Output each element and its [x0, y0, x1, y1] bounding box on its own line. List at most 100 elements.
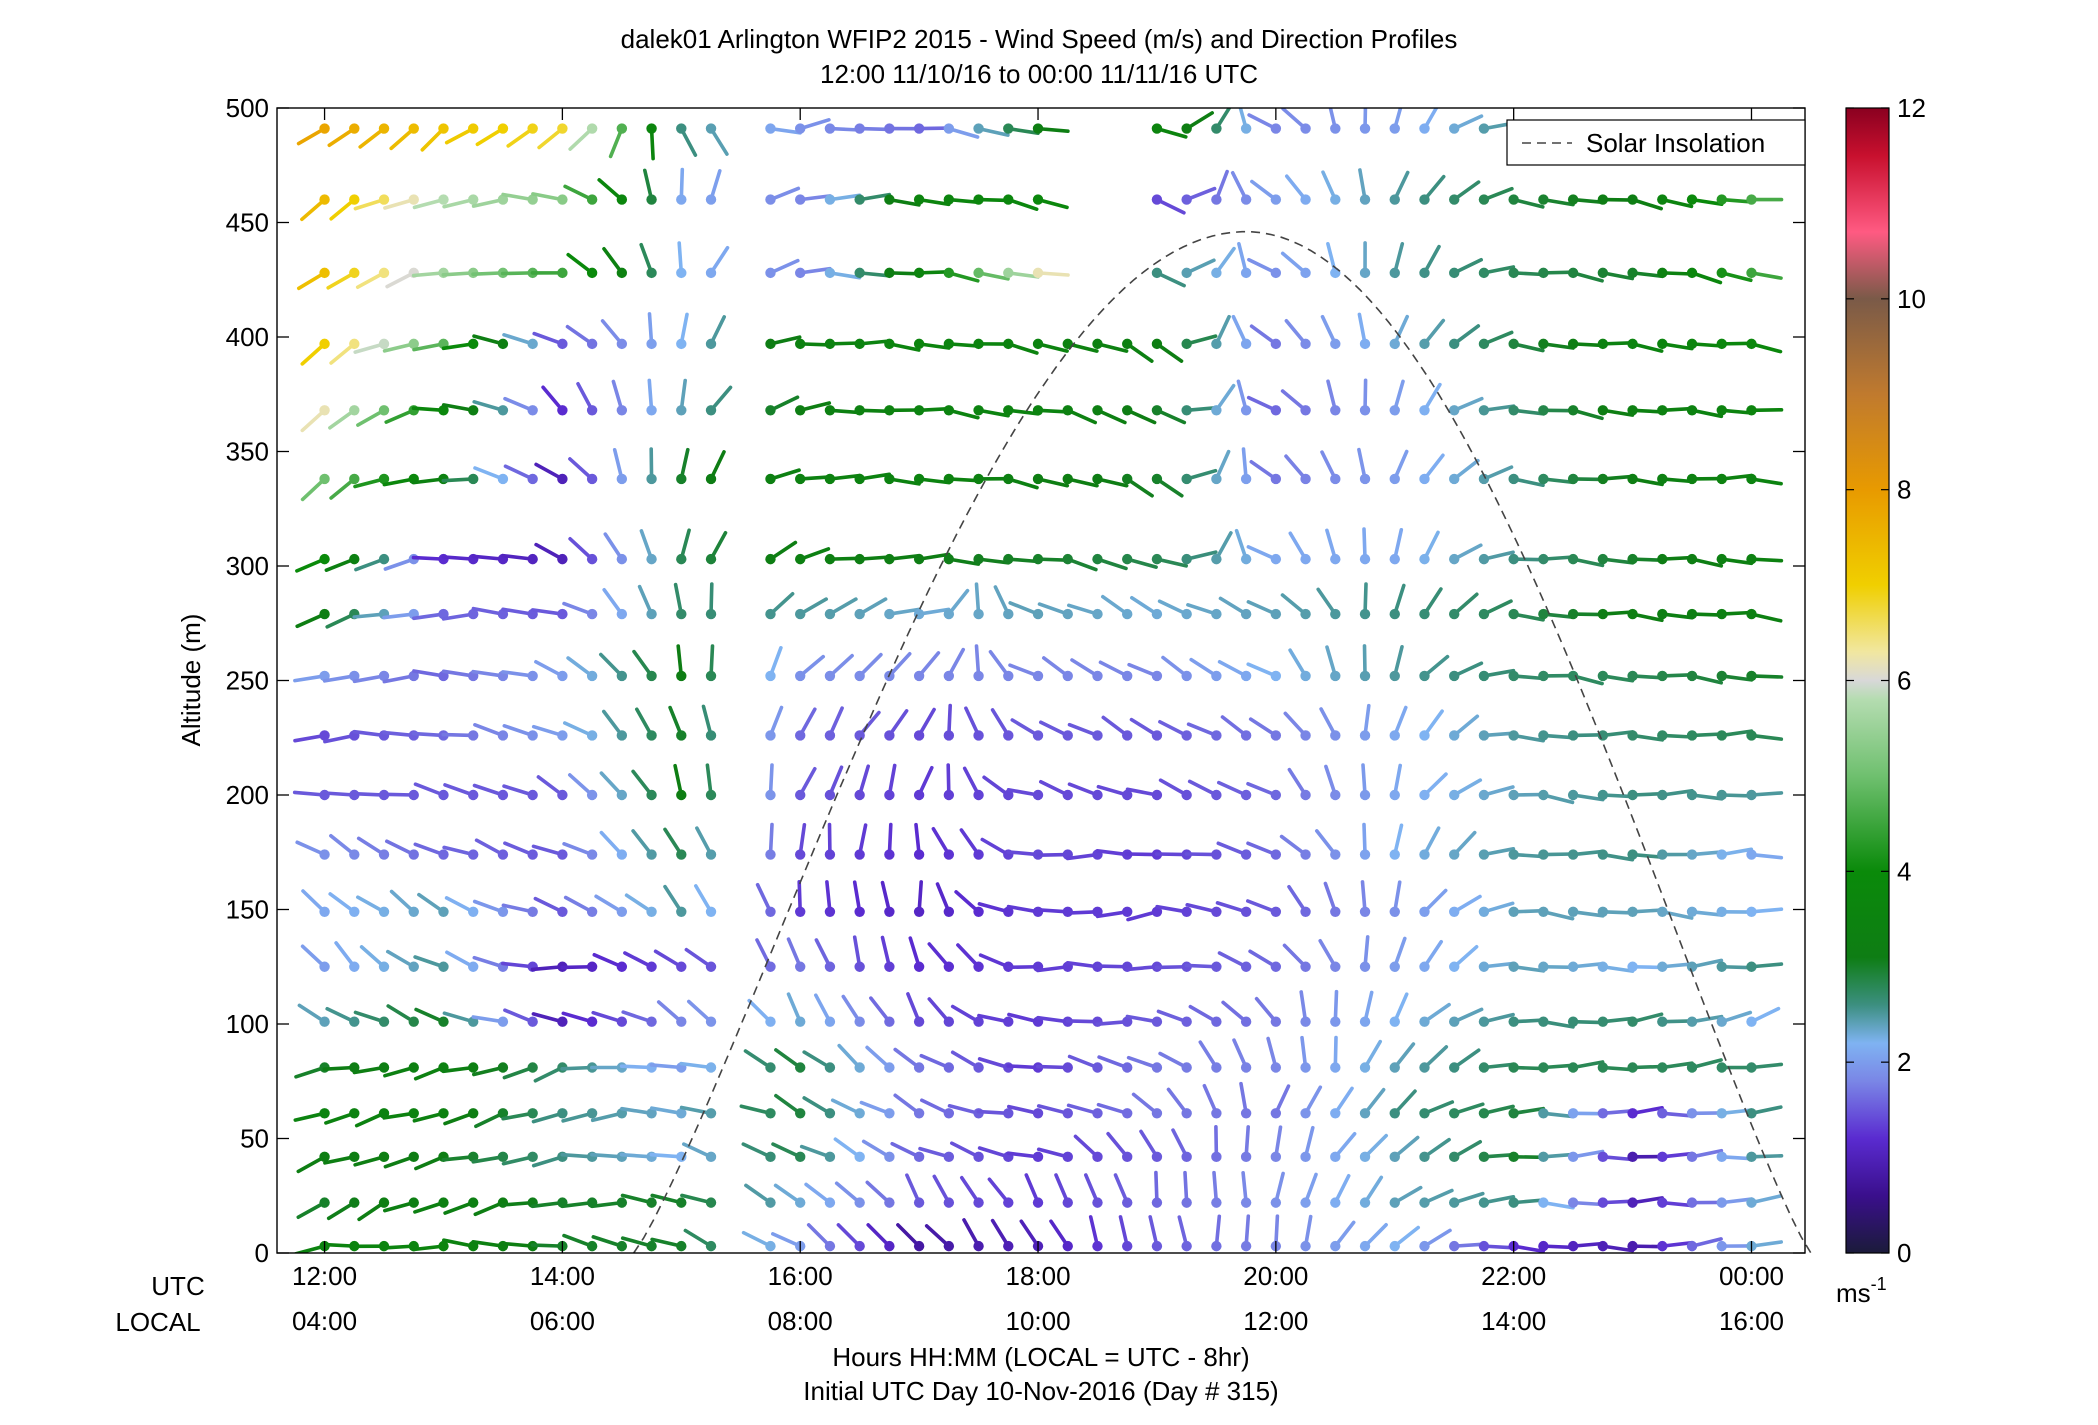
- wind-barb: [755, 938, 776, 972]
- wind-barb: [943, 703, 955, 741]
- y-axis-label: Altitude (m): [176, 614, 206, 747]
- wind-barb: [854, 597, 888, 620]
- wind-barb: [918, 1146, 955, 1163]
- wind-barb: [1211, 314, 1231, 350]
- wind-barb: [1280, 593, 1311, 620]
- wind-barb: [471, 1151, 509, 1164]
- wind-barb: [1139, 1129, 1163, 1163]
- wind-barb: [1359, 763, 1371, 801]
- wind-barb: [639, 242, 657, 279]
- wind-barb: [1449, 1102, 1485, 1119]
- wind-barb: [1240, 447, 1252, 485]
- wind-barb: [568, 123, 598, 151]
- wind-barb: [1181, 111, 1214, 134]
- wind-barb: [634, 707, 657, 741]
- x-tick-label-local: 12:00: [1243, 1306, 1308, 1336]
- wind-barb: [502, 332, 538, 350]
- wind-barb: [913, 880, 925, 917]
- wind-barb: [566, 252, 598, 279]
- wind-barb: [884, 822, 895, 860]
- wind-barb: [649, 1106, 687, 1119]
- wind-barb: [649, 1151, 687, 1163]
- wind-barb: [1198, 1040, 1222, 1073]
- wind-barb: [943, 553, 981, 566]
- wind-barb: [765, 335, 802, 350]
- wind-barb: [1657, 1108, 1694, 1119]
- wind-barb: [412, 194, 449, 210]
- wind-barb: [506, 123, 538, 148]
- wind-barb: [1166, 1087, 1192, 1119]
- wind-barb: [1657, 1197, 1694, 1208]
- wind-barb: [824, 822, 836, 860]
- wind-barb: [1148, 1215, 1163, 1252]
- wind-barb: [1389, 170, 1410, 205]
- wind-barb: [1567, 1060, 1605, 1073]
- wind-barb: [913, 765, 934, 801]
- wind-barb: [1330, 1174, 1351, 1208]
- wind-barb: [1125, 787, 1163, 801]
- y-tick-label: 350: [226, 437, 269, 467]
- wind-barb: [1716, 473, 1754, 485]
- wind-barb: [637, 584, 657, 620]
- wind-barb: [982, 775, 1014, 801]
- wind-barb: [1538, 608, 1575, 620]
- wind-barb: [1449, 592, 1479, 620]
- wind-barb: [932, 1174, 955, 1208]
- wind-barb: [973, 582, 984, 620]
- wind-barb: [913, 473, 951, 485]
- wind-barb: [563, 184, 598, 205]
- wind-barb: [646, 378, 657, 416]
- wind-barb: [1181, 334, 1218, 350]
- wind-barb: [1746, 670, 1784, 682]
- wind-barb: [1478, 550, 1515, 565]
- wind-barb: [1686, 958, 1724, 972]
- wind-barb: [1287, 884, 1311, 917]
- wind-barb: [1359, 378, 1371, 416]
- wind-barb: [1321, 170, 1341, 205]
- wind-barb: [1686, 1058, 1723, 1073]
- wind-barb: [890, 1141, 925, 1163]
- wind-barb: [866, 1223, 895, 1252]
- wind-barb: [296, 123, 330, 146]
- wind-barb: [1746, 553, 1784, 565]
- wind-barb: [1746, 906, 1784, 917]
- wind-barb: [824, 880, 836, 917]
- wind-barb: [1746, 789, 1784, 801]
- wind-barb: [1096, 1102, 1133, 1119]
- wind-barb: [1062, 553, 1098, 572]
- wind-barb: [861, 1139, 895, 1163]
- wind-barb: [354, 553, 390, 572]
- wind-barb: [943, 123, 980, 139]
- wind-barb: [1129, 717, 1163, 741]
- wind-barb: [1508, 730, 1545, 743]
- wind-barb: [837, 1043, 865, 1073]
- wind-barb: [1627, 473, 1664, 487]
- wind-barb: [441, 608, 479, 621]
- wind-barb: [384, 839, 419, 860]
- wind-barb: [1151, 123, 1188, 139]
- wind-barb: [1181, 1170, 1192, 1208]
- wind-barb: [973, 123, 1010, 137]
- wind-barb: [854, 652, 883, 682]
- wind-barb: [296, 267, 330, 291]
- wind-barb: [799, 1144, 836, 1163]
- wind-barb: [1211, 1125, 1222, 1163]
- wind-barb: [502, 784, 538, 801]
- wind-barb: [1449, 458, 1480, 485]
- wind-barb: [1449, 1191, 1485, 1208]
- wind-barb: [1359, 880, 1371, 917]
- wind-barb: [326, 1197, 360, 1221]
- wind-barb: [1131, 1092, 1163, 1119]
- wind-barb: [639, 529, 657, 565]
- wind-barb: [1279, 834, 1311, 860]
- wind-barb: [1234, 528, 1252, 565]
- wind-barb: [329, 473, 360, 500]
- wind-barb: [1054, 1173, 1073, 1208]
- colorbar-tick-label: 6: [1897, 666, 1911, 696]
- colorbar-tick-label: 2: [1897, 1047, 1911, 1077]
- wind-barb: [472, 399, 509, 416]
- x-axis-label: Hours HH:MM (LOCAL = UTC - 8hr): [832, 1342, 1249, 1372]
- wind-barb: [591, 1010, 628, 1027]
- wind-barb: [1036, 1147, 1073, 1163]
